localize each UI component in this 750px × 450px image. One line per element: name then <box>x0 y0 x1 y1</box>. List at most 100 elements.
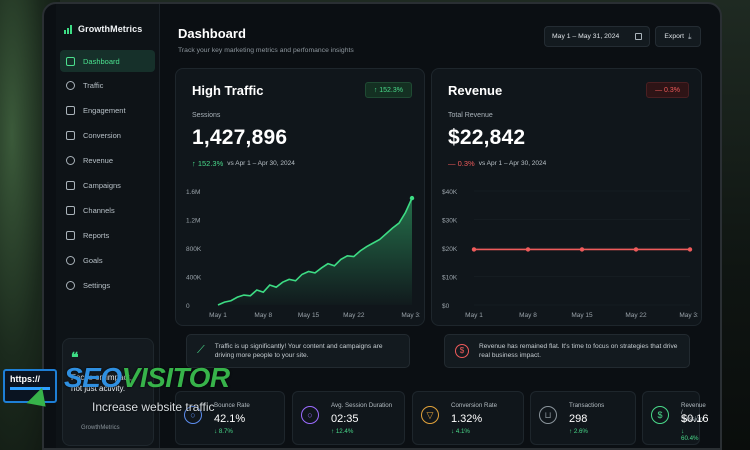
kpi-label: Avg. Session Duration <box>331 402 393 409</box>
megaphone-icon <box>66 180 75 190</box>
revenue-insight-text: Revenue has remained flat. It's time to … <box>479 342 678 360</box>
sessions-delta-value: ↑ 152.3% <box>192 159 224 168</box>
sidebar-item-settings[interactable]: Settings <box>60 274 155 296</box>
x-tick-label: May 31 <box>679 312 698 319</box>
sidebar-item-conversion[interactable]: Conversion <box>60 125 155 147</box>
sidebar-item-label: Reports <box>83 230 110 240</box>
kpi-delta: ↓ 8.7% <box>214 428 233 435</box>
sidebar-item-label: Revenue <box>83 156 114 166</box>
brand-name: GrowthMetrics <box>78 24 143 34</box>
y-tick-label: $20K <box>442 246 458 253</box>
cart-icon: ⊔ <box>539 406 557 424</box>
traffic-insight: ⟋ Traffic is up significantly! Your cont… <box>186 334 410 368</box>
sidebar-item-goals[interactable]: Goals <box>60 249 155 271</box>
arrow-circle-icon: ○ <box>184 406 202 424</box>
trend-up-icon: ⟋ <box>197 344 205 357</box>
x-tick-label: May 22 <box>343 312 365 319</box>
quote-card: ❝ Focus on impact, not just activity. Gr… <box>62 338 154 446</box>
browser-badge-icon: https:// <box>3 369 57 403</box>
sessions-area-chart: 0 400K 800K 1.2M 1.6M May 1 May 8 May 15 May 22 M… <box>186 189 420 319</box>
revenue-delta: — 0.3% vs Apr 1 – Apr 30, 2024 <box>448 159 546 168</box>
quote-icon: ❝ <box>71 349 79 365</box>
revenue-comparison: vs Apr 1 – Apr 30, 2024 <box>478 160 547 167</box>
x-tick-label: May 22 <box>625 312 647 319</box>
y-tick-label: $30K <box>442 218 458 225</box>
x-tick-label: May 15 <box>571 312 593 319</box>
x-tick-label: May 8 <box>254 312 272 319</box>
sidebar-item-label: Dashboard <box>83 56 120 66</box>
sidebar-item-traffic[interactable]: Traffic <box>60 75 155 97</box>
revenue-insight: $ Revenue has remained flat. It's time t… <box>444 334 690 368</box>
x-tick-label: May 1 <box>209 312 227 319</box>
kpi-delta: ↑ 2.6% <box>569 428 588 435</box>
sidebar-item-dashboard[interactable]: Dashboard <box>60 50 155 72</box>
y-tick-label: 800K <box>186 246 202 253</box>
sidebar-item-label: Engagement <box>83 106 126 116</box>
sessions-delta: ↑ 152.3% vs Apr 1 – Apr 30, 2024 <box>192 159 295 168</box>
main-content: Dashboard Track your key marketing metri… <box>164 4 709 448</box>
sidebar: GrowthMetrics Dashboard Traffic Engagement… <box>56 4 160 448</box>
kpi-delta: ↓ 60.4% <box>681 428 699 442</box>
total-revenue-value: $22,842 <box>448 126 526 149</box>
watermark-url: https:// <box>10 374 40 384</box>
date-range-picker[interactable]: May 1 – May 31, 2024 <box>544 26 650 47</box>
share-icon <box>66 205 75 215</box>
date-range-label: May 1 – May 31, 2024 <box>552 33 620 40</box>
area-fill <box>218 198 412 305</box>
sidebar-item-campaigns[interactable]: Campaigns <box>60 174 155 196</box>
dollar-icon <box>66 156 75 166</box>
x-tick-label: May 31 <box>401 312 420 319</box>
kpi-card: ○ Bounce Rate 42.1% ↓ 8.7% <box>175 391 285 445</box>
sidebar-item-label: Goals <box>83 255 103 265</box>
sessions-comparison: vs Apr 1 – Apr 30, 2024 <box>227 160 295 167</box>
export-button[interactable]: Export ⤓ <box>655 26 701 47</box>
trend-icon <box>66 131 75 141</box>
watermark-brand: SEOVISITOR <box>64 362 230 394</box>
series-line <box>217 197 413 306</box>
export-label: Export <box>664 33 685 40</box>
watermark-logo: https:// SEOVISITOR Increase website tra… <box>0 360 265 432</box>
watermark-visitor: VISITOR <box>121 362 231 393</box>
data-point <box>687 247 693 252</box>
kpi-value: 42.1% <box>214 413 246 425</box>
kpi-label: Conversion Rate <box>451 402 498 409</box>
page-title: Dashboard <box>178 26 246 41</box>
calendar-icon <box>635 33 642 40</box>
revenue-delta-value: — 0.3% <box>448 159 475 168</box>
x-tick-label: May 15 <box>298 312 320 319</box>
kpi-delta: ↑ 12.4% <box>331 428 354 435</box>
watermark-tagline: Increase website traffic <box>92 400 215 414</box>
download-icon: ⤓ <box>688 31 692 41</box>
x-tick-label: May 8 <box>519 312 537 319</box>
watermark-seo: SEO <box>64 362 122 393</box>
revenue-line-chart: $0 $10K $20K $30K $40K May 1 May 8 May 15 May 22… <box>442 189 698 319</box>
kpi-value: 02:35 <box>331 413 359 425</box>
sidebar-item-engagement[interactable]: Engagement <box>60 100 155 122</box>
kpi-card: ⊔ Transactions 298 ↑ 2.6% <box>530 391 636 445</box>
sidebar-item-label: Conversion <box>83 131 121 141</box>
sidebar-item-label: Channels <box>83 205 115 215</box>
badge-line <box>10 387 50 390</box>
traffic-insight-text: Traffic is up significantly! Your conten… <box>214 342 383 360</box>
dollar-icon: $ <box>651 406 669 424</box>
kpi-label: Transactions <box>569 402 605 409</box>
sidebar-item-channels[interactable]: Channels <box>60 199 155 221</box>
sidebar-item-label: Settings <box>83 280 111 290</box>
kpi-card: ○ Avg. Session Duration 02:35 ↑ 12.4% <box>292 391 405 445</box>
y-tick-label: 1.2M <box>186 218 200 225</box>
sessions-label: Sessions <box>192 112 221 119</box>
y-tick-label: $40K <box>442 189 458 196</box>
sidebar-item-reports[interactable]: Reports <box>60 224 155 246</box>
total-revenue-label: Total Revenue <box>448 112 493 119</box>
sidebar-item-label: Campaigns <box>83 180 121 190</box>
sidebar-item-revenue[interactable]: Revenue <box>60 150 155 172</box>
grid-icon <box>66 56 75 66</box>
target-icon <box>66 255 75 265</box>
data-point <box>409 195 415 201</box>
kpi-label: Revenue / Session <box>681 402 706 423</box>
y-tick-label: $0 <box>442 303 450 310</box>
gear-icon <box>66 280 75 290</box>
traffic-change-badge: ↑ 152.3% <box>364 82 412 98</box>
y-tick-label: 400K <box>186 275 202 282</box>
kpi-delta: ↓ 4.1% <box>451 428 470 435</box>
